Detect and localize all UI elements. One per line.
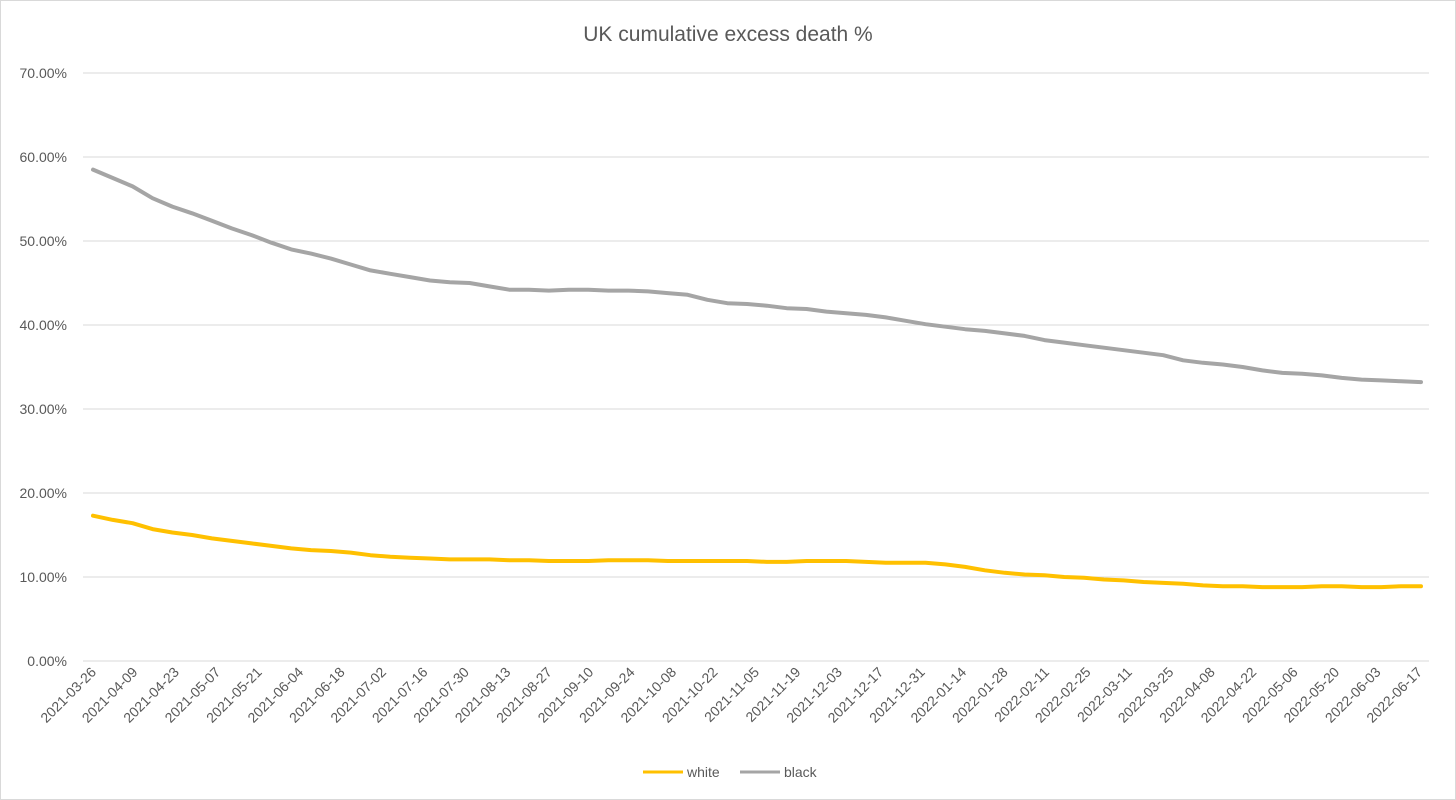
y-tick-label: 50.00% xyxy=(20,233,67,249)
legend-label-white: white xyxy=(686,764,720,780)
legend-label-black: black xyxy=(784,764,818,780)
y-tick-label: 70.00% xyxy=(20,65,67,81)
gridlines xyxy=(83,72,1429,662)
y-tick-label: 60.00% xyxy=(20,149,67,165)
y-tick-label: 40.00% xyxy=(20,317,67,333)
chart-title: UK cumulative excess death % xyxy=(583,23,872,46)
y-tick-label: 30.00% xyxy=(20,401,67,417)
series-lines xyxy=(91,167,1423,590)
y-tick-label: 0.00% xyxy=(27,653,67,669)
series-line-white xyxy=(91,513,1423,590)
series-line-black xyxy=(91,167,1423,385)
y-tick-label: 20.00% xyxy=(20,485,67,501)
y-axis-ticks: 0.00% 10.00% 20.00% 30.00% 40.00% 50.00% 60.00… xyxy=(20,65,67,669)
y-tick-label: 10.00% xyxy=(20,569,67,585)
x-axis-ticks: 2021-03-262021-04-092021-04-232021-05-07… xyxy=(37,664,1425,726)
legend: white black xyxy=(643,764,818,780)
